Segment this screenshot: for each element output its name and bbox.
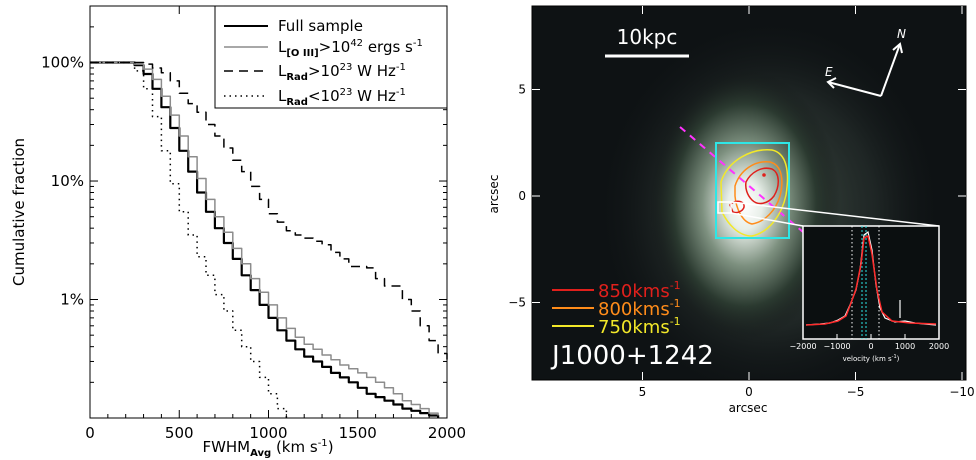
contour-800	[734, 161, 783, 225]
contour-legend: 850kms-1 800kms-1 750kms-1	[552, 279, 681, 338]
inset-ticks: −2000 −1000 0 1000 2000	[789, 334, 949, 351]
left-series-group	[90, 61, 448, 418]
series-line-3	[90, 61, 288, 418]
img-x-tick-label-3: −10	[949, 385, 974, 399]
legend-rad-low: LRad<1023 W Hz-1	[278, 87, 406, 108]
contour-legend-800: 800kms-1	[598, 297, 681, 320]
legend-full: Full sample	[278, 17, 363, 35]
object-label: J1000+1242	[550, 341, 714, 371]
right-ticks: 50−5−101050−5	[508, 6, 975, 399]
compass-n: N	[897, 27, 906, 41]
series-line-0	[90, 61, 440, 418]
ifu-field-box	[715, 142, 790, 239]
img-x-tick-label-2: −5	[847, 385, 865, 399]
connector-line-bottom	[730, 212, 804, 227]
legend-rad-high: LRad>1023 W Hz-1	[278, 62, 406, 83]
right-xlabel: arcsec	[729, 401, 768, 415]
contour-legend-750: 750kms-1	[598, 315, 681, 338]
inset-x-tick-label-3: 1000	[895, 342, 915, 351]
series-line-2	[90, 61, 448, 365]
inset-xlabel: velocity (km s-1)	[843, 354, 900, 363]
y-tick-label-0: 100%	[41, 54, 84, 72]
x-tick-label-2: 1000	[249, 424, 287, 442]
velocity-contours	[720, 149, 789, 237]
left-legend: Full sample L[O III]>1042 ergs s-1 LRad>…	[214, 5, 448, 109]
x-tick-label-1: 500	[165, 424, 194, 442]
compass-e: E	[825, 65, 833, 79]
img-x-tick-label-1: 0	[745, 385, 753, 399]
inset-spectrum-data	[805, 230, 937, 326]
compass-icon: N E	[825, 27, 906, 97]
y-tick-label-2: 1%	[60, 291, 84, 309]
contour-legend-850: 850kms-1	[598, 279, 681, 302]
inset-x-tick-label-2: 0	[868, 342, 873, 351]
series-line-1	[90, 61, 439, 416]
cumulative-fraction-chart: 0 500 1000 1500 2000 100% 10% 1% Full sample L[…	[10, 5, 466, 459]
slit-axis-line	[679, 126, 831, 256]
left-xlabel: FWHMAvg (km s-1)	[202, 438, 333, 459]
img-y-tick-label-2: 0	[518, 189, 526, 203]
img-y-tick-label-1: 5	[518, 83, 526, 97]
contour-850	[745, 167, 779, 205]
y-tick-label-1: 10%	[51, 172, 84, 190]
x-tick-label-0: 0	[85, 424, 95, 442]
inset-spectrum-fit	[805, 234, 937, 326]
right-ylabel: arcsec	[487, 175, 501, 214]
inset-spectrum: −2000 −1000 0 1000 2000 velocity (km s-1)	[789, 225, 949, 363]
connector-line-top	[730, 201, 940, 227]
img-y-tick-label-3: −5	[508, 296, 526, 310]
scale-bar-label: 10kpc	[617, 25, 678, 49]
inset-x-tick-label-1: −1000	[823, 342, 850, 351]
contour-750	[720, 149, 789, 237]
galaxy-image-panel: 10kpc N E	[487, 5, 975, 415]
legend-oiii: L[O III]>1042 ergs s-1	[278, 38, 423, 59]
left-ylabel: Cumulative fraction	[10, 138, 28, 286]
x-tick-label-4: 2000	[428, 424, 466, 442]
img-x-tick-label-0: 5	[639, 385, 647, 399]
galaxy-core	[650, 70, 840, 340]
contour-peak	[762, 173, 766, 177]
legend-box	[214, 5, 448, 109]
inset-x-tick-label-0: −2000	[789, 342, 816, 351]
x-tick-label-3: 1500	[339, 424, 377, 442]
spectrum-aperture-box	[717, 201, 732, 214]
inset-x-tick-label-4: 2000	[929, 342, 949, 351]
